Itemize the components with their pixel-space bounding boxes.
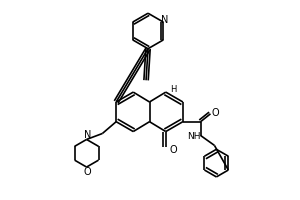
Text: O: O bbox=[170, 145, 178, 155]
Text: N: N bbox=[84, 130, 91, 140]
Text: O: O bbox=[84, 167, 92, 177]
Text: NH: NH bbox=[187, 132, 200, 141]
Text: H: H bbox=[170, 85, 177, 94]
Text: N: N bbox=[161, 15, 168, 25]
Text: O: O bbox=[212, 108, 219, 118]
